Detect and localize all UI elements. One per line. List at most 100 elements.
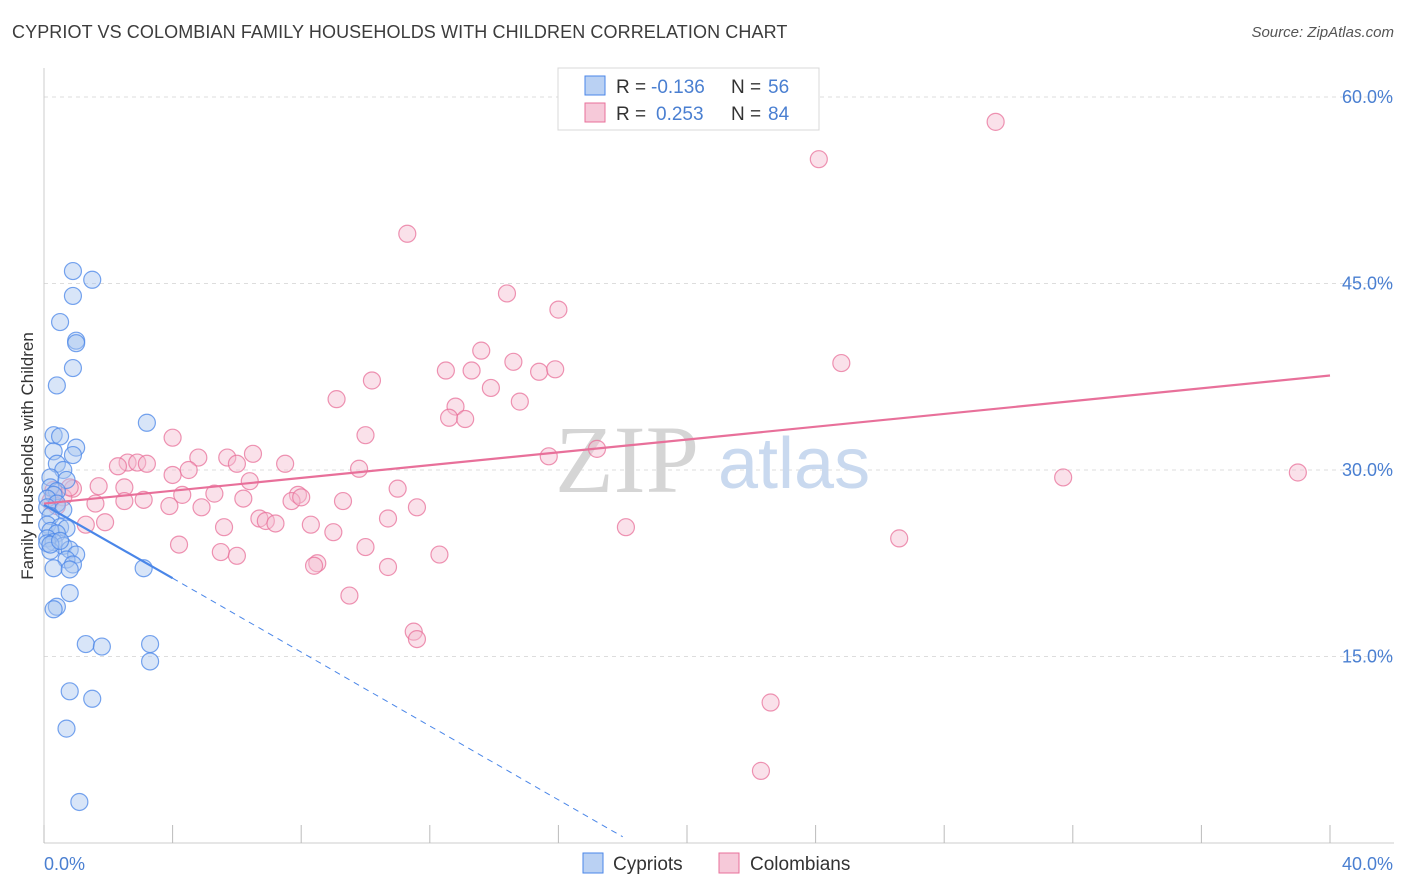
colombian-point	[118, 453, 137, 472]
source-label: Source: ZipAtlas.com	[1251, 24, 1394, 41]
legend-cypriots-r-label: R =	[616, 77, 646, 98]
watermark-zip: ZIP	[555, 406, 699, 513]
y-axis-title: Family Households with Children	[18, 332, 37, 580]
legend-cypriots-n-value: 56	[768, 77, 789, 98]
colombian-point	[137, 454, 156, 473]
chart-title: CYPRIOT VS COLOMBIAN FAMILY HOUSEHOLDS W…	[12, 22, 788, 42]
cypriots-trend-extension	[172, 577, 623, 838]
colombian-point	[276, 454, 295, 473]
colombian-point	[472, 341, 491, 360]
colombian-point	[240, 472, 259, 491]
colombian-point	[388, 479, 407, 498]
cypriot-point	[60, 583, 79, 603]
y-tick-label-60: 60.0%	[1342, 87, 1393, 107]
colombian-point	[243, 444, 263, 463]
colombian-point	[108, 457, 128, 476]
bottom-legend-cypriots-swatch	[582, 852, 604, 874]
grid-lines	[44, 96, 1394, 657]
legend-cypriots-n-label: N =	[731, 77, 761, 98]
colombian-point	[192, 498, 211, 517]
cypriot-point	[137, 413, 156, 432]
colombian-point	[407, 629, 427, 649]
bottom-legend: Cypriots Colombians	[582, 852, 850, 875]
colombian-point	[301, 515, 320, 534]
colombian-point	[504, 352, 523, 371]
colombian-point	[234, 489, 253, 508]
data-points	[38, 112, 1307, 812]
colombian-point	[218, 448, 237, 467]
cypriot-point	[44, 426, 63, 445]
legend-colombians-r-label: R =	[616, 104, 646, 125]
colombian-point	[456, 409, 475, 429]
cypriot-point	[70, 792, 89, 812]
colombian-point	[169, 535, 189, 554]
cypriots-trend-line	[43, 503, 174, 580]
colombian-point	[134, 490, 153, 509]
cypriot-point	[50, 531, 70, 550]
colombian-point	[189, 448, 208, 467]
cypriot-point	[92, 637, 111, 656]
colombian-point	[333, 491, 353, 511]
colombian-point	[128, 453, 147, 472]
legend-colombians-n-value: 84	[768, 104, 790, 125]
colombian-point	[356, 426, 375, 445]
cypriot-point	[140, 652, 160, 671]
colombian-point	[809, 150, 828, 169]
colombian-point	[510, 392, 529, 411]
top-legend: R = -0.136 N = 56 R = 0.253 N = 84	[557, 67, 820, 131]
colombian-point	[436, 361, 455, 380]
colombian-point	[398, 224, 417, 243]
colombian-point	[324, 523, 343, 542]
cypriot-point	[47, 376, 66, 395]
cypriot-point	[60, 682, 79, 701]
colombian-point	[378, 509, 398, 528]
colombian-point	[211, 542, 230, 562]
cypriot-point	[63, 286, 83, 306]
x-tick-label-max: 40.0%	[1342, 854, 1393, 874]
colombian-point	[179, 460, 198, 480]
colombian-point	[214, 518, 234, 537]
legend-cypriots-r-value: -0.136	[651, 77, 705, 98]
colombian-point	[751, 761, 771, 780]
y-tick-label-45: 45.0%	[1342, 274, 1393, 294]
colombian-point	[205, 484, 224, 503]
colombian-point	[89, 477, 108, 496]
colombian-point	[549, 300, 568, 319]
colombian-point	[1288, 463, 1307, 482]
colombian-point	[340, 586, 359, 605]
colombian-point	[95, 513, 115, 532]
cypriot-point	[44, 559, 63, 578]
colombian-point	[407, 498, 427, 517]
y-tick-label-30: 30.0%	[1342, 460, 1393, 480]
colombian-point	[546, 360, 565, 379]
colombian-point	[761, 693, 780, 712]
colombian-point	[282, 491, 301, 511]
colombian-point	[327, 390, 346, 409]
cypriot-point	[63, 358, 83, 378]
cypriot-point	[63, 261, 83, 281]
cypriot-point	[63, 445, 83, 465]
tick-labels: 15.0% 30.0% 45.0% 60.0% 0.0% 40.0%	[44, 87, 1393, 874]
y-tick-label-15: 15.0%	[1342, 647, 1393, 667]
colombian-point	[530, 362, 549, 381]
colombian-point	[890, 529, 909, 548]
colombian-point	[163, 465, 182, 485]
cypriot-point	[140, 634, 160, 654]
colombian-point	[539, 447, 558, 466]
cypriot-point	[44, 600, 63, 619]
colombian-point	[356, 537, 375, 557]
cypriot-point	[50, 312, 70, 332]
trend-lines	[43, 374, 1331, 838]
legend-colombians-r-value: 0.253	[656, 104, 704, 125]
colombian-point	[227, 454, 246, 473]
colombian-point	[446, 397, 465, 416]
colombian-point	[1054, 468, 1073, 487]
colombian-point	[163, 428, 182, 447]
cypriot-point	[41, 535, 60, 554]
colombian-point	[266, 514, 285, 533]
colombian-point	[832, 353, 851, 373]
x-tick-label-min: 0.0%	[44, 854, 85, 874]
watermark: ZIP atlas	[555, 406, 870, 513]
colombian-point	[304, 556, 324, 575]
